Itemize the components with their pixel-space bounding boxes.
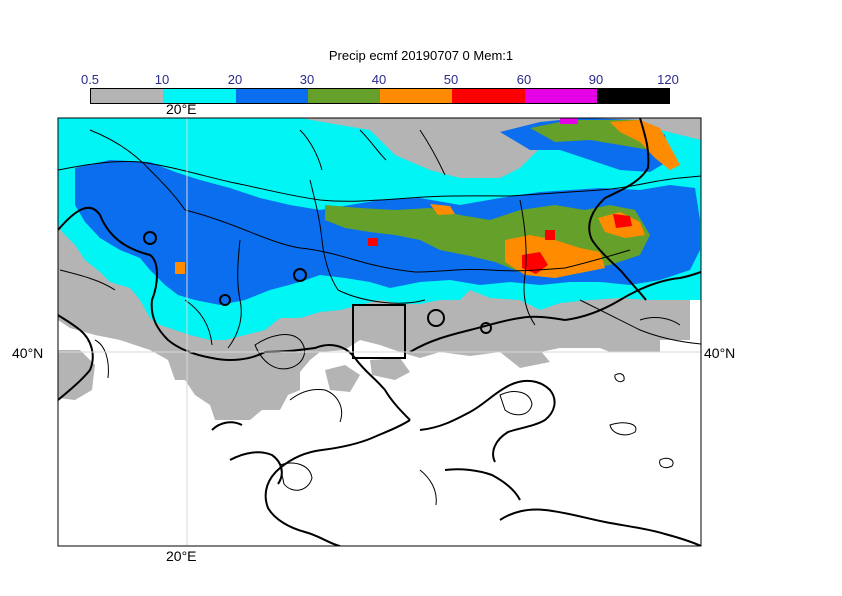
- colorbar-label: 50: [443, 72, 459, 87]
- country-borders: [58, 129, 701, 506]
- coastlines: [58, 118, 701, 546]
- precip-field: [58, 118, 701, 420]
- precip-50-60-area: [522, 252, 548, 274]
- precip-0-5-10-area: [325, 365, 360, 392]
- colorbar-label: 60: [516, 72, 532, 87]
- plot-title: Precip ecmf 20190707 0 Mem:1: [328, 48, 514, 63]
- colorbar-segment: [452, 89, 525, 103]
- precip-50-60-area: [545, 230, 555, 240]
- colorbar-label: 120: [657, 72, 679, 87]
- colorbar-label: 10: [154, 72, 170, 87]
- colorbar-segment: [91, 89, 164, 103]
- colorbar-segment: [163, 89, 236, 103]
- precip-40-50-area: [175, 262, 185, 274]
- colorbar-label: 30: [299, 72, 315, 87]
- map-frame: [57, 117, 702, 547]
- precip-60-90-area: [560, 118, 578, 124]
- lon-label-top: 20°E: [166, 101, 197, 117]
- precip-0-5-10-area: [370, 358, 410, 380]
- precip-0-5-10-area: [58, 350, 95, 400]
- precip-40-50-area: [430, 204, 455, 215]
- colorbar-segment: [380, 89, 453, 103]
- precip-0-5-10-area: [215, 355, 260, 388]
- colorbar: [90, 88, 670, 104]
- contours: [94, 317, 681, 491]
- focus-box: [352, 304, 406, 359]
- colorbar-label: 40: [371, 72, 387, 87]
- colorbar-segment: [307, 89, 380, 103]
- precip-0-5-10-area: [500, 350, 550, 368]
- colorbar-segment: [524, 89, 597, 103]
- precip-50-60-area: [368, 238, 378, 246]
- colorbar-label: 90: [588, 72, 604, 87]
- colorbar-segment: [235, 89, 308, 103]
- precip-40-50-area: [610, 120, 680, 170]
- colorbar-segment: [596, 89, 669, 103]
- colorbar-label: 20: [227, 72, 243, 87]
- lon-label-bottom: 20°E: [166, 548, 197, 564]
- lat-label-left: 40°N: [12, 345, 44, 361]
- colorbar-label: 0.5: [80, 72, 100, 87]
- precip-50-60-area: [613, 214, 632, 228]
- lat-label-right: 40°N: [704, 345, 736, 361]
